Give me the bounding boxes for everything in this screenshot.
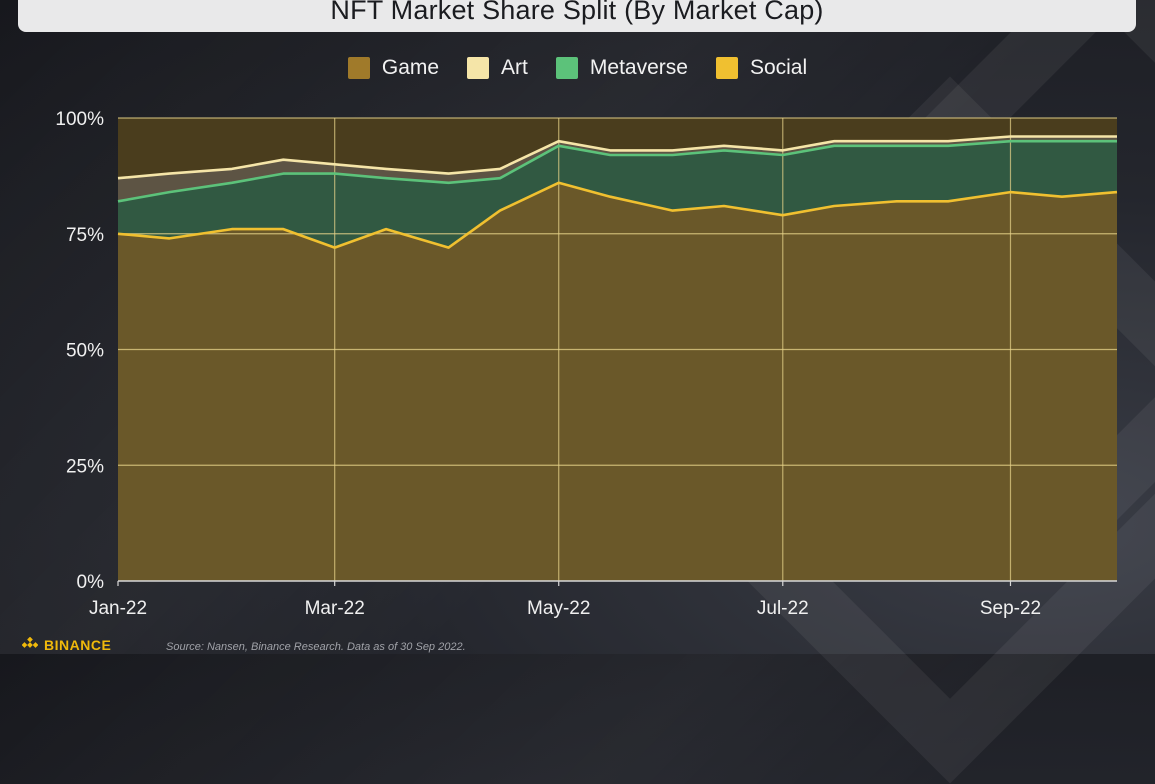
line-social (117, 139, 1117, 203)
line-metaverse (117, 135, 1117, 180)
legend-label-metaverse: Metaverse (589, 56, 688, 79)
area-game (118, 182, 1117, 582)
legend-swatch-art (467, 57, 490, 79)
stacked-area-chart: 0% 25% 50% 75% 100% Jan-22 Mar-22 May-22 Jul-22… (55, 109, 1118, 619)
binance-logo: BINANCE (22, 637, 111, 653)
series-lines (117, 135, 1118, 249)
area-social (118, 141, 1117, 248)
legend-swatch-game (347, 57, 370, 79)
title-bar: NFT Market Share Split (By Market Cap) (18, 0, 1136, 32)
y-tick-label: 50% (66, 341, 104, 362)
legend-swatch-metaverse (555, 57, 578, 79)
x-tick-label: Sep-22 (980, 598, 1041, 619)
legend-item-art: Art (467, 56, 528, 80)
legend-item-game: Game (347, 56, 440, 80)
legend-item-social: Social (715, 56, 808, 80)
binance-logo-icon (22, 637, 38, 648)
legend-label-social: Social (749, 56, 808, 79)
binance-logo-text: BINANCE (44, 637, 112, 653)
source-note: Source: Nansen, Binance Research. Data a… (166, 641, 466, 653)
line-game (117, 181, 1118, 249)
area-art (118, 118, 1117, 179)
legend: Game Art Metaverse Social (0, 56, 1155, 80)
y-tick-label: 100% (55, 109, 104, 130)
area-metaverse (118, 136, 1117, 202)
chart-title: NFT Market Share Split (By Market Cap) (330, 0, 824, 25)
x-tick-label: Jul-22 (757, 598, 809, 619)
x-tick-label: May-22 (527, 598, 590, 619)
y-tick-label: 75% (66, 225, 104, 246)
area-series (118, 118, 1117, 582)
gridlines (118, 117, 1117, 582)
legend-label-art: Art (501, 56, 528, 79)
legend-swatch-social (715, 57, 738, 79)
y-tick-label: 25% (66, 456, 104, 477)
y-axis: 0% 25% 50% 75% 100% (55, 109, 104, 593)
x-axis: Jan-22 Mar-22 May-22 Jul-22 Sep-22 (89, 581, 1041, 619)
legend-label-game: Game (381, 56, 440, 79)
y-tick-label: 0% (77, 572, 105, 593)
x-tick-label: Jan-22 (89, 598, 147, 619)
x-tick-label: Mar-22 (305, 598, 365, 619)
legend-item-metaverse: Metaverse (555, 56, 688, 80)
